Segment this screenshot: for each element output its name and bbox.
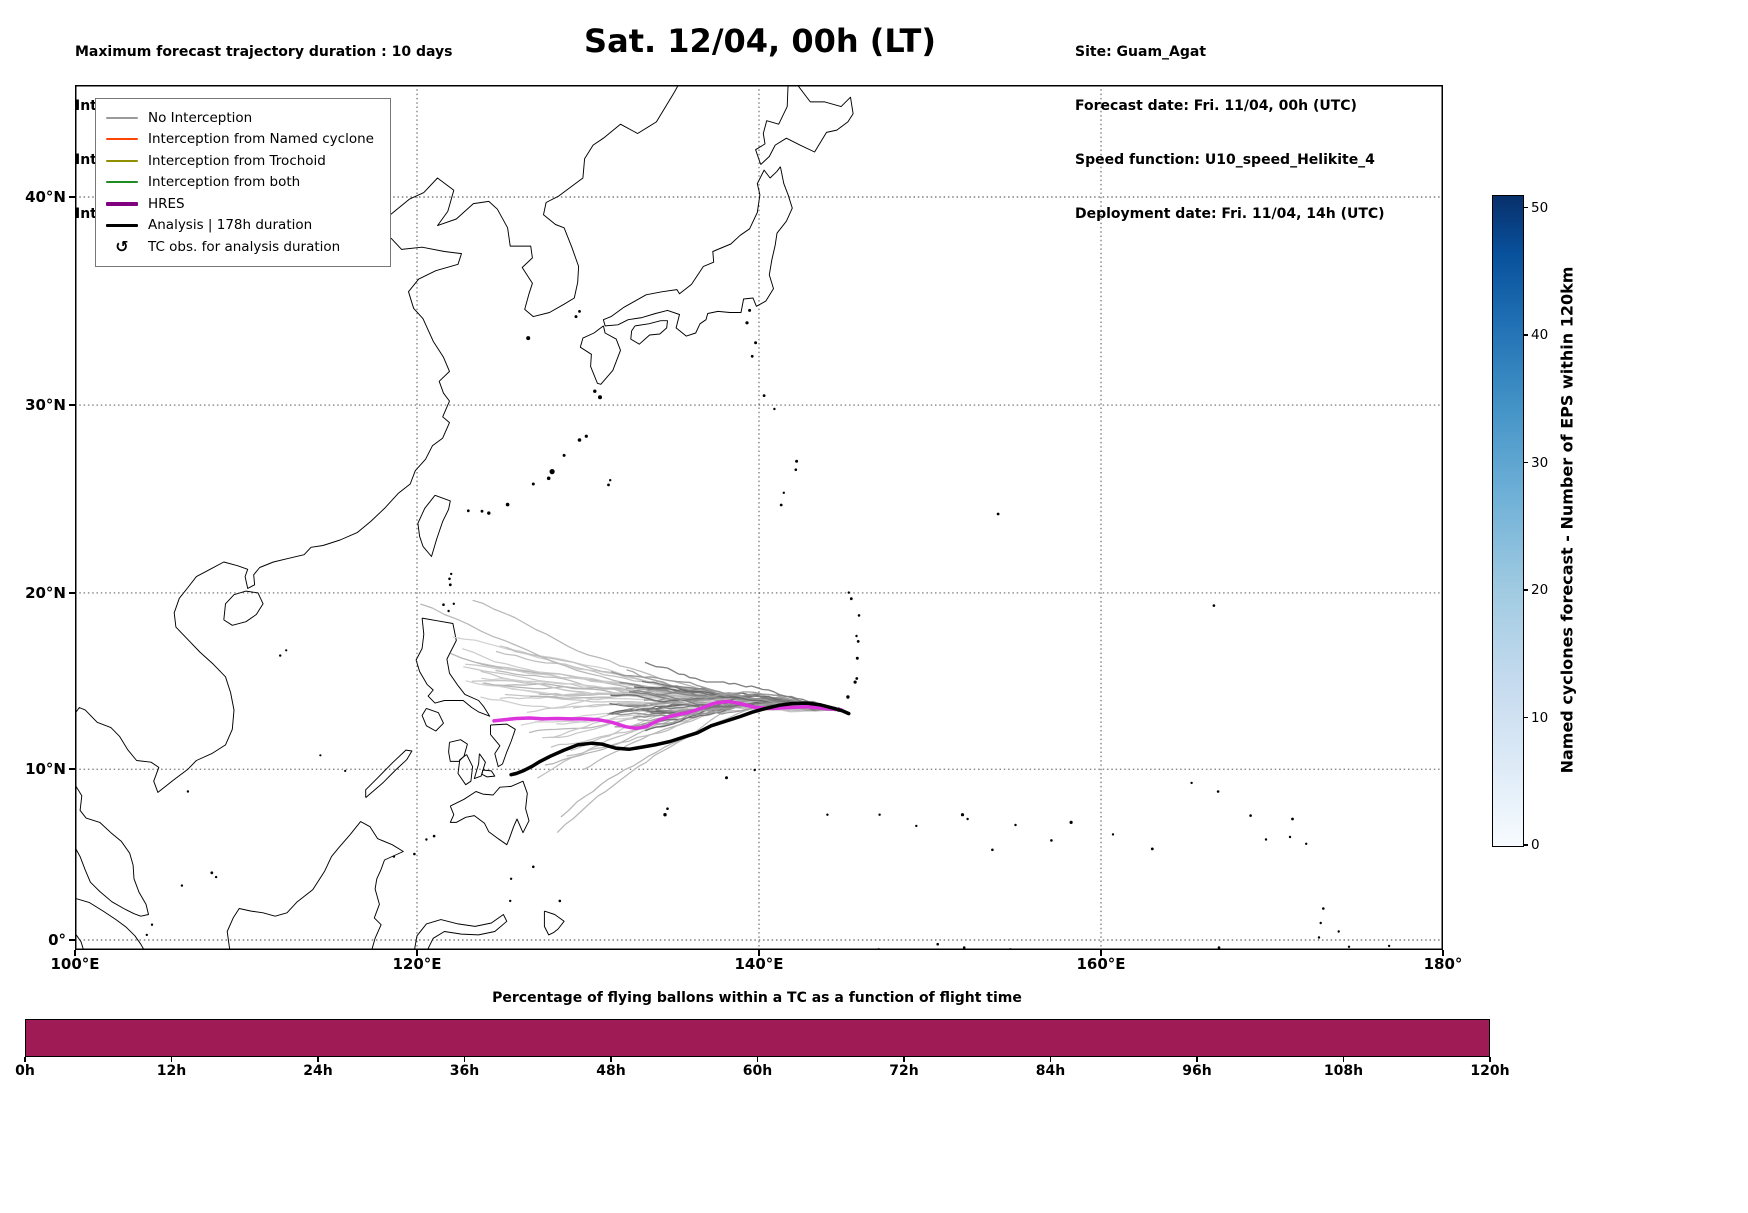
lon-tick-label: 120°E <box>392 955 442 973</box>
figure-title: Sat. 12/04, 00h (LT) <box>584 22 936 60</box>
lat-tick-label: 40°N <box>25 188 66 206</box>
flight-time-tick-label: 36h <box>449 1063 480 1079</box>
map-legend: No Interception Interception from Named c… <box>95 98 391 267</box>
colorbar-tick-mark <box>1523 844 1528 846</box>
colorbar-tick-label: 20 <box>1531 582 1549 599</box>
colorbar-tick-label: 30 <box>1531 454 1549 471</box>
legend-color-line-icon <box>106 116 138 119</box>
flight-time-tick-label: 60h <box>742 1063 773 1079</box>
lon-tick-mark <box>1100 950 1102 956</box>
flight-time-tick-mark <box>756 1057 759 1062</box>
legend-item-label: Analysis | 178h duration <box>148 217 313 234</box>
flight-time-tick-mark <box>1489 1057 1491 1062</box>
legend-item-label: Interception from Named cyclone <box>148 131 374 148</box>
flight-time-tick-mark <box>610 1057 612 1062</box>
flight-time-tick-label: 48h <box>596 1063 626 1079</box>
flight-time-tick-mark <box>24 1057 26 1062</box>
flight-time-tick-mark <box>170 1057 173 1062</box>
flight-time-tick-label: 12h <box>156 1063 187 1079</box>
colorbar-tick-mark <box>1523 716 1528 719</box>
legend-item: Interception from both <box>106 172 374 194</box>
ensemble-trajectories-group <box>420 599 842 834</box>
colorbar-tick-label: 40 <box>1531 327 1549 344</box>
flight-time-tick-label: 84h <box>1035 1063 1066 1079</box>
legend-rows: No Interception Interception from Named c… <box>106 107 374 258</box>
tc-obs-symbol-icon: ↺ <box>115 236 129 256</box>
colorbar-tick-mark <box>1523 334 1528 336</box>
colorbar-gradient <box>1492 195 1524 847</box>
legend-item-label: No Interception <box>148 109 253 126</box>
lat-tick-mark <box>69 404 75 406</box>
lat-tick-mark <box>69 592 75 594</box>
forecast-date-line: Forecast date: Fri. 11/04, 00h (UTC) <box>1075 98 1357 114</box>
flight-time-tick-mark <box>317 1057 319 1062</box>
colorbar-label: Named cyclones forecast - Number of EPS … <box>1557 266 1577 774</box>
legend-item-label: Interception from both <box>148 174 301 191</box>
flight-time-percentage-bar <box>25 1019 1490 1057</box>
flight-time-tick-mark <box>1196 1057 1198 1062</box>
lat-tick-label: 30°N <box>25 396 66 415</box>
legend-item-label: HRES <box>148 195 185 212</box>
flight-time-tick-mark <box>463 1057 466 1062</box>
analysis-track <box>509 701 851 777</box>
bottom-chart-title: Percentage of flying ballons within a TC… <box>492 990 1022 1006</box>
flight-time-tick-label: 24h <box>303 1063 333 1079</box>
lon-tick-mark <box>1442 950 1444 956</box>
legend-item: HRES <box>106 193 374 215</box>
lon-tick-mark <box>758 950 760 956</box>
flight-time-tick-label: 108h <box>1323 1063 1364 1079</box>
lat-tick-mark <box>69 768 75 770</box>
colorbar-tick-label: 50 <box>1531 199 1549 216</box>
map-frame-border <box>75 85 1443 950</box>
max-duration-line: Maximum forecast trajectory duration : 1… <box>75 44 453 60</box>
legend-color-line-icon <box>106 159 138 162</box>
lon-tick-label: 100°E <box>50 955 100 973</box>
lon-tick-label: 160°E <box>1076 955 1126 973</box>
site-line: Site: Guam_Agat <box>1075 44 1207 60</box>
lat-tick-label: 0° <box>48 931 66 949</box>
flight-time-tick-label: 0h <box>15 1063 35 1079</box>
lat-tick-mark <box>69 196 75 198</box>
colorbar-tick-label: 0 <box>1531 837 1540 853</box>
legend-item-label: Interception from Trochoid <box>148 152 326 169</box>
coastlines-group <box>75 85 1391 950</box>
legend-item-label: TC obs. for analysis duration <box>148 238 341 255</box>
lon-tick-label: 140°E <box>734 955 784 973</box>
legend-item: ↺ TC obs. for analysis duration <box>106 236 374 258</box>
lat-tick-mark <box>69 939 75 941</box>
flight-time-tick-label: 96h <box>1182 1063 1212 1079</box>
lat-tick-label: 20°N <box>25 583 66 602</box>
colorbar-tick-mark <box>1523 589 1528 591</box>
flight-time-tick-mark <box>1342 1057 1345 1062</box>
deployment-date-line: Deployment date: Fri. 11/04, 14h (UTC) <box>1075 206 1385 222</box>
lat-tick-label: 10°N <box>25 760 66 779</box>
legend-item: No Interception <box>106 107 374 129</box>
lon-tick-label: 180° <box>1423 955 1463 973</box>
legend-color-line-icon <box>106 138 138 141</box>
legend-color-line-icon <box>106 202 138 206</box>
legend-item: Interception from Named cyclone <box>106 129 374 151</box>
colorbar-tick-mark <box>1523 461 1528 464</box>
site-info-text: Site: Guam_Agat Forecast date: Fri. 11/0… <box>1075 7 1385 259</box>
legend-item: Interception from Trochoid <box>106 150 374 172</box>
legend-item: Analysis | 178h duration <box>106 215 374 237</box>
legend-color-line-icon <box>106 181 138 184</box>
flight-time-tick-label: 72h <box>889 1063 919 1079</box>
flight-time-tick-label: 120h <box>1470 1063 1510 1079</box>
legend-color-line-icon <box>106 223 138 227</box>
lon-tick-mark <box>416 950 418 956</box>
colorbar-tick-label: 10 <box>1531 709 1549 726</box>
flight-time-tick-mark <box>903 1057 905 1062</box>
map-frame: No Interception Interception from Named c… <box>75 85 1443 950</box>
lon-tick-mark <box>74 950 76 956</box>
speed-function-line: Speed function: U10_speed_Helikite_4 <box>1075 152 1375 168</box>
colorbar-tick-mark <box>1523 207 1528 209</box>
trajectory-map-svg <box>75 85 1443 950</box>
flight-time-tick-mark <box>1049 1057 1052 1062</box>
